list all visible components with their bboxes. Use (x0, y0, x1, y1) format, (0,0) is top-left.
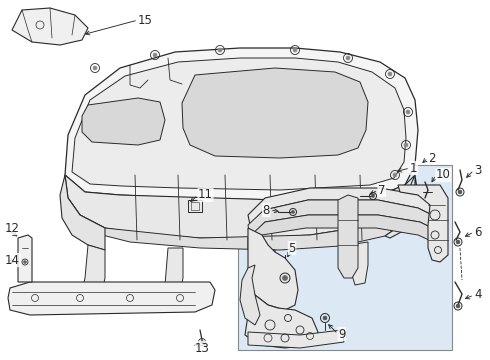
Text: 3: 3 (474, 163, 481, 176)
Polygon shape (398, 185, 448, 262)
Polygon shape (240, 265, 260, 325)
Text: 11: 11 (198, 189, 213, 202)
Circle shape (24, 261, 26, 264)
Text: 15: 15 (138, 13, 153, 27)
Polygon shape (60, 175, 105, 250)
Polygon shape (80, 245, 105, 305)
Circle shape (346, 56, 350, 60)
Polygon shape (182, 68, 368, 158)
Polygon shape (18, 235, 32, 282)
Text: 8: 8 (263, 203, 270, 216)
Text: 1: 1 (410, 162, 417, 175)
Circle shape (456, 240, 460, 244)
Polygon shape (65, 175, 415, 238)
Circle shape (323, 316, 327, 320)
Circle shape (458, 190, 462, 194)
Polygon shape (8, 282, 215, 315)
Polygon shape (385, 175, 418, 238)
Polygon shape (248, 200, 440, 238)
Polygon shape (82, 98, 165, 145)
Polygon shape (238, 165, 452, 350)
Circle shape (404, 143, 408, 147)
Polygon shape (352, 242, 368, 285)
Text: 2: 2 (428, 152, 436, 165)
Text: 4: 4 (474, 288, 482, 302)
Circle shape (200, 341, 203, 343)
Text: 13: 13 (195, 342, 210, 355)
Text: 9: 9 (338, 328, 345, 341)
Text: 14: 14 (5, 253, 20, 266)
Polygon shape (248, 215, 440, 250)
Polygon shape (188, 200, 202, 212)
Circle shape (292, 211, 294, 213)
Circle shape (406, 110, 410, 114)
Polygon shape (338, 195, 358, 278)
Circle shape (388, 72, 392, 76)
Polygon shape (65, 48, 418, 200)
Text: 7: 7 (378, 184, 386, 197)
Circle shape (93, 66, 97, 70)
Polygon shape (165, 248, 183, 295)
Circle shape (393, 173, 397, 177)
Text: 5: 5 (288, 242, 295, 255)
Text: 12: 12 (5, 221, 20, 234)
Polygon shape (12, 8, 88, 45)
Text: 10: 10 (436, 168, 451, 181)
Polygon shape (245, 295, 318, 348)
Circle shape (283, 275, 288, 280)
Polygon shape (248, 188, 440, 225)
Text: 6: 6 (474, 225, 482, 238)
Circle shape (293, 48, 297, 52)
Polygon shape (68, 198, 415, 250)
Polygon shape (248, 330, 344, 348)
Circle shape (218, 48, 222, 52)
Polygon shape (248, 228, 298, 310)
Circle shape (456, 304, 460, 308)
Circle shape (153, 53, 157, 57)
Circle shape (371, 194, 374, 198)
Polygon shape (72, 58, 406, 190)
Polygon shape (258, 250, 275, 298)
